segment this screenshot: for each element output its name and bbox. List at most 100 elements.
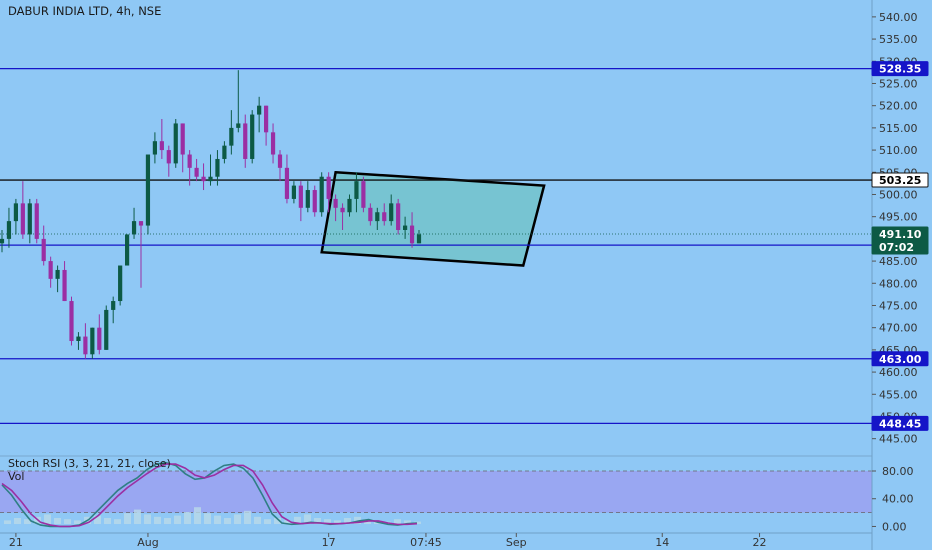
price-tick-label: 500.00 <box>879 188 918 201</box>
volume-bar <box>314 518 321 524</box>
candle <box>194 167 199 177</box>
candle <box>62 269 67 302</box>
volume-bar <box>324 519 331 524</box>
candle <box>48 261 53 279</box>
candle <box>215 158 220 177</box>
volume-bar <box>74 520 81 524</box>
current-price-tag[interactable]: 491.10 <box>871 226 929 242</box>
volume-bar <box>204 513 211 524</box>
current-price-tag-text: 491.10 <box>879 228 922 241</box>
stoch-band <box>0 471 872 513</box>
level-tag-blue-text: 463.00 <box>879 353 922 366</box>
candle <box>97 327 102 350</box>
level-tag-black[interactable]: 503.25 <box>871 172 929 188</box>
stoch-tick-label: 40.00 <box>882 493 914 506</box>
candle <box>173 123 178 164</box>
volume-bar <box>104 518 111 524</box>
candle <box>284 167 290 199</box>
candle <box>375 212 380 222</box>
price-tick-label: 460.00 <box>879 366 918 379</box>
candle <box>250 114 255 159</box>
stoch-line-d <box>1 463 418 528</box>
candle <box>396 203 401 230</box>
time-tick-label: Sep <box>506 536 527 549</box>
level-tag-blue[interactable]: 463.00 <box>871 351 929 367</box>
candle <box>312 190 317 213</box>
volume-bar <box>254 516 261 524</box>
volume-bar <box>94 515 101 524</box>
volume-bar <box>344 518 351 524</box>
volume-bar <box>414 521 421 524</box>
price-tick-label: 455.00 <box>879 388 918 401</box>
candle <box>166 150 171 164</box>
candle <box>83 336 88 355</box>
level-tag-blue-box <box>871 61 929 77</box>
volume-bar <box>4 520 11 524</box>
candle <box>55 269 60 279</box>
candle <box>298 185 303 208</box>
candle <box>34 203 39 239</box>
bar-countdown-tag[interactable]: 07:02 <box>871 239 929 255</box>
candle <box>152 141 157 155</box>
price-tick-label: 445.00 <box>879 433 918 446</box>
candle <box>389 203 394 222</box>
candle <box>361 181 366 208</box>
volume-bar <box>174 515 181 524</box>
candle <box>277 154 283 168</box>
candle <box>69 301 74 341</box>
price-tick-label: 470.00 <box>879 322 918 335</box>
candle <box>416 234 422 244</box>
volume-bar <box>64 519 71 524</box>
level-tag-blue-box <box>871 351 929 367</box>
price-tick-label: 475.00 <box>879 299 918 312</box>
candle <box>20 203 25 235</box>
time-tick-label: 22 <box>753 536 767 549</box>
volume-bar <box>144 514 151 524</box>
candle <box>0 238 5 244</box>
level-tag-blue[interactable]: 448.45 <box>871 415 929 431</box>
volume-bar <box>334 520 341 524</box>
candle <box>403 225 408 230</box>
candle <box>222 145 227 159</box>
drawn-rectangle[interactable] <box>320 170 546 267</box>
price-tick-label: 520.00 <box>879 100 918 113</box>
candle <box>6 221 12 239</box>
level-tag-black-box <box>871 172 929 188</box>
candle <box>264 105 269 133</box>
volume-bar <box>304 514 311 524</box>
level-tag-blue[interactable]: 528.35 <box>871 61 929 77</box>
candle <box>270 132 276 155</box>
candle <box>201 176 206 182</box>
candle <box>305 190 310 208</box>
price-tick-label: 515.00 <box>879 122 918 135</box>
volume-bar <box>214 515 221 524</box>
volume-bar <box>154 516 161 524</box>
candle <box>409 225 415 244</box>
volume-bar <box>14 518 21 524</box>
candle <box>347 198 352 213</box>
price-tick-label: 480.00 <box>879 277 918 290</box>
candle <box>319 176 324 213</box>
chart-title: DABUR INDIA LTD, 4h, NSE <box>8 4 161 18</box>
time-tick-label: Aug <box>137 536 158 549</box>
stoch-rsi-label: Stoch RSI (3, 3, 21, 21, close) <box>8 457 171 470</box>
volume-bar <box>224 518 231 524</box>
candle <box>368 207 373 222</box>
candle <box>180 123 185 155</box>
time-tick-label: 21 <box>9 536 23 549</box>
candle <box>159 141 164 151</box>
candle <box>76 336 81 341</box>
volume-bar <box>194 507 201 524</box>
candle <box>104 309 109 350</box>
candle <box>257 105 262 115</box>
candle <box>340 207 345 213</box>
candle <box>291 185 296 199</box>
volume-bar <box>164 518 171 524</box>
volume-bar <box>234 514 241 524</box>
time-tick-label: 14 <box>655 536 669 549</box>
price-tick-label: 495.00 <box>879 211 918 224</box>
volume-bar <box>284 520 291 524</box>
